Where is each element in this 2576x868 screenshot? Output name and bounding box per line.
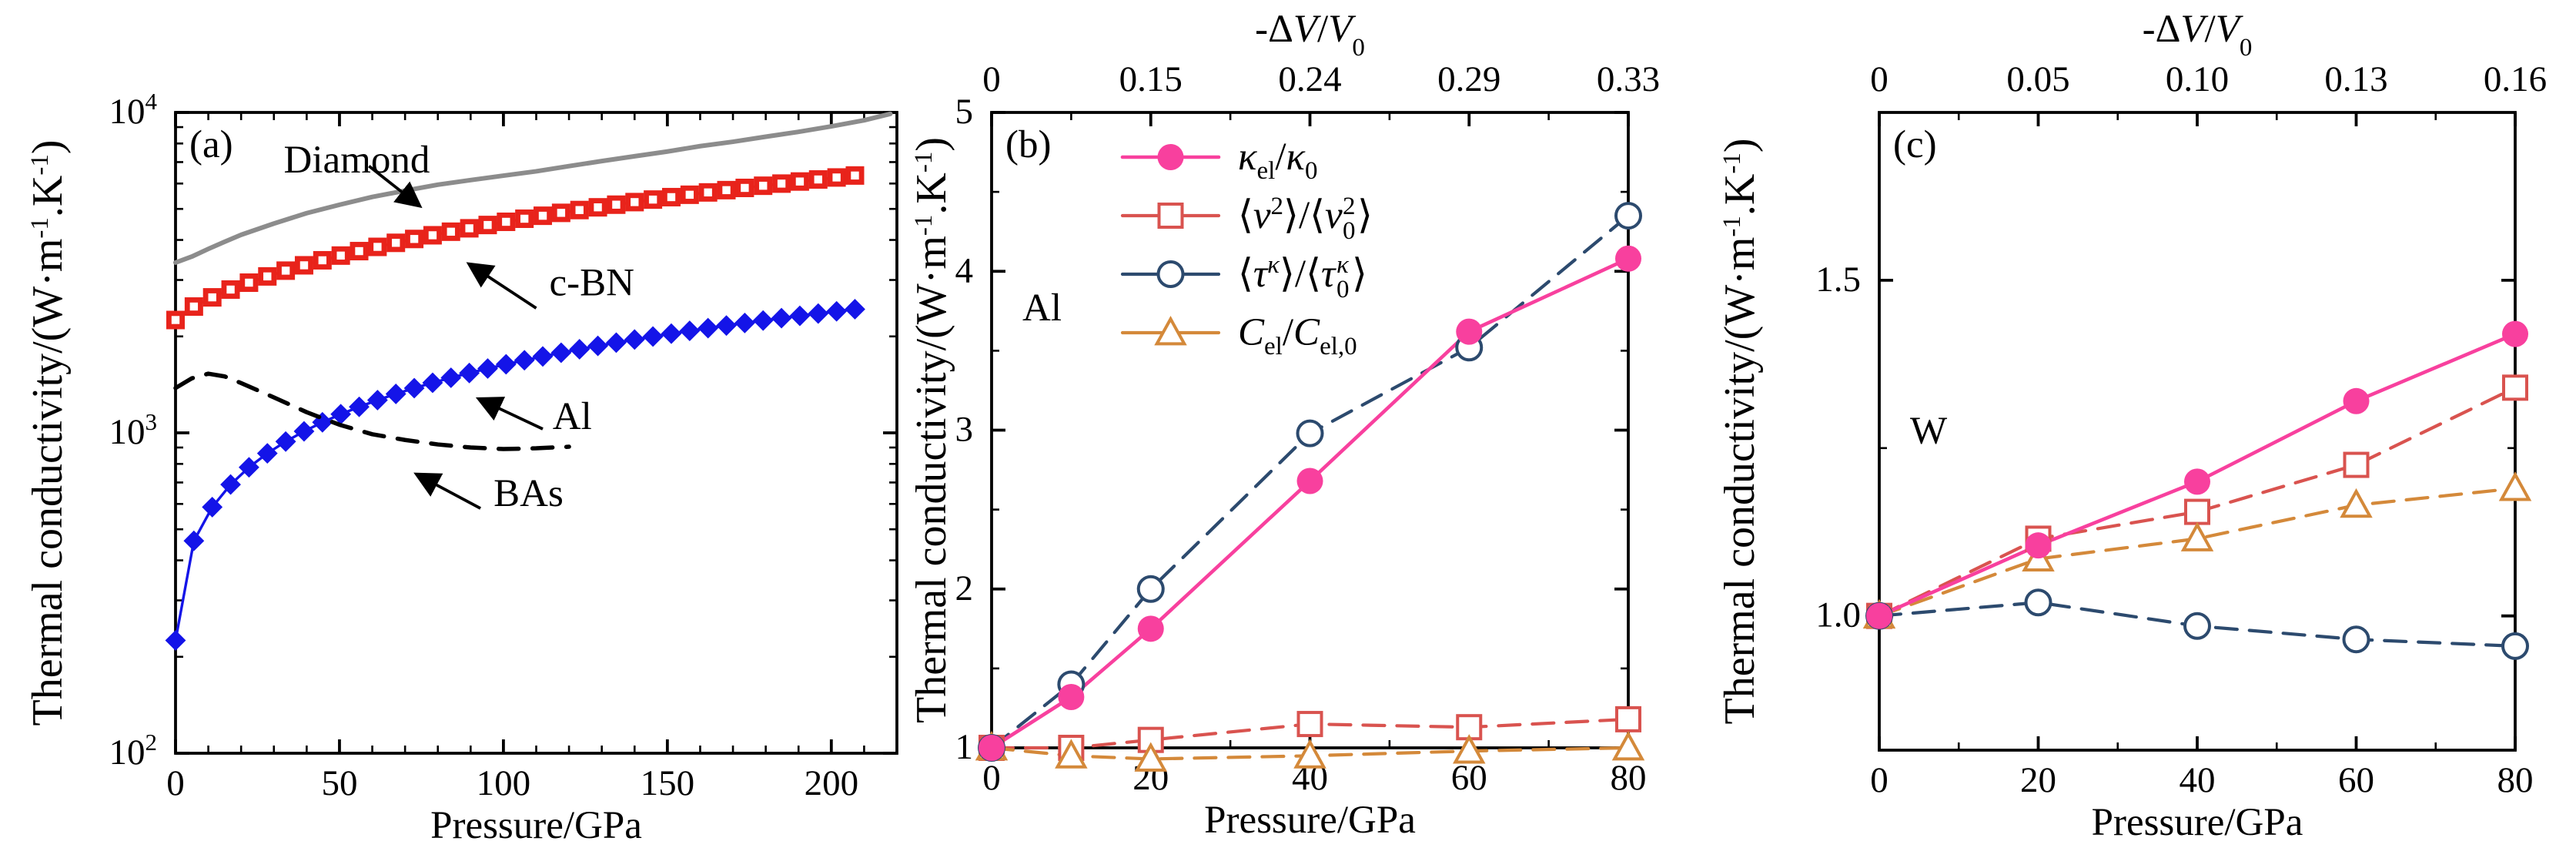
svg-text:80: 80 bbox=[2497, 760, 2534, 800]
svg-text:BAs: BAs bbox=[493, 472, 564, 515]
svg-text:50: 50 bbox=[321, 763, 357, 803]
svg-text:40: 40 bbox=[2180, 760, 2216, 800]
svg-text:(b): (b) bbox=[1005, 123, 1051, 166]
svg-text:1.5: 1.5 bbox=[1815, 260, 1861, 300]
svg-text:0.05: 0.05 bbox=[2006, 59, 2069, 99]
svg-text:Pressure/GPa: Pressure/GPa bbox=[430, 804, 642, 847]
svg-text:Pressure/GPa: Pressure/GPa bbox=[1204, 799, 1416, 842]
svg-text:0.10: 0.10 bbox=[2166, 59, 2229, 99]
svg-text:0: 0 bbox=[1870, 760, 1889, 800]
svg-text:0: 0 bbox=[166, 763, 185, 803]
svg-text:0.29: 0.29 bbox=[1437, 59, 1500, 99]
svg-text:(c): (c) bbox=[1893, 123, 1937, 166]
svg-text:60: 60 bbox=[1451, 758, 1487, 798]
svg-text:1: 1 bbox=[955, 727, 974, 767]
svg-text:Pressure/GPa: Pressure/GPa bbox=[2092, 801, 2303, 844]
svg-text:Diamond: Diamond bbox=[284, 139, 430, 182]
svg-text:0.15: 0.15 bbox=[1119, 59, 1183, 99]
svg-text:200: 200 bbox=[805, 763, 859, 803]
svg-text:0: 0 bbox=[982, 59, 1001, 99]
svg-text:80: 80 bbox=[1611, 758, 1647, 798]
svg-text:3: 3 bbox=[955, 410, 974, 450]
svg-text:4: 4 bbox=[955, 250, 974, 290]
svg-text:c-BN: c-BN bbox=[550, 262, 634, 305]
svg-text:0: 0 bbox=[1870, 59, 1889, 99]
svg-text:Al: Al bbox=[1022, 287, 1062, 330]
svg-text:⟩: ⟩ bbox=[1352, 253, 1367, 296]
svg-text:150: 150 bbox=[641, 763, 695, 803]
svg-text:0: 0 bbox=[1343, 217, 1356, 245]
svg-text:⟩: ⟩ bbox=[1357, 194, 1373, 237]
svg-text:1.0: 1.0 bbox=[1815, 595, 1861, 635]
svg-text:5: 5 bbox=[955, 92, 974, 132]
svg-text:2: 2 bbox=[955, 568, 974, 608]
svg-text:2: 2 bbox=[1343, 193, 1356, 220]
svg-text:0.16: 0.16 bbox=[2484, 59, 2547, 99]
svg-text:0: 0 bbox=[1337, 276, 1350, 303]
svg-text:0.33: 0.33 bbox=[1597, 59, 1660, 99]
svg-text:60: 60 bbox=[2338, 760, 2374, 800]
svg-text:Al: Al bbox=[553, 395, 592, 438]
svg-text:0.24: 0.24 bbox=[1278, 59, 1341, 99]
svg-text:0: 0 bbox=[982, 758, 1001, 798]
svg-text:⟨τκ⟩/⟨τ: ⟨τκ⟩/⟨τ bbox=[1238, 251, 1337, 296]
svg-text:20: 20 bbox=[2020, 760, 2056, 800]
svg-text:W: W bbox=[1910, 410, 1948, 453]
svg-text:0.13: 0.13 bbox=[2324, 59, 2387, 99]
svg-text:(a): (a) bbox=[189, 123, 233, 166]
svg-text:κ: κ bbox=[1337, 251, 1350, 279]
svg-text:⟨v2⟩/⟨v: ⟨v2⟩/⟨v bbox=[1238, 193, 1343, 237]
svg-text:100: 100 bbox=[477, 763, 531, 803]
